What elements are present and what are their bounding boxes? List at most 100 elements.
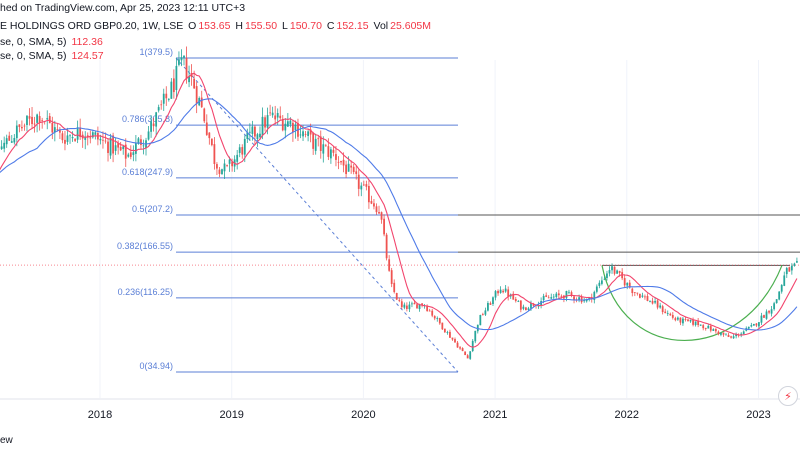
- candle-body: [421, 303, 423, 306]
- candle-body: [13, 137, 16, 143]
- candle-body: [127, 154, 130, 157]
- candle-body: [307, 131, 310, 137]
- candle-body: [400, 301, 403, 308]
- candle-body: [256, 134, 259, 139]
- candle-body: [507, 289, 510, 297]
- time-axis: 2018 2019 2020 2021 2022 2023: [0, 398, 800, 421]
- candle-body: [436, 318, 439, 319]
- candle-body: [461, 348, 464, 352]
- candle-body: [492, 297, 494, 304]
- ma-slow-value: 124.57: [71, 50, 104, 62]
- candle-body: [210, 138, 213, 146]
- candle-body: [570, 292, 573, 296]
- candle-body: [676, 317, 679, 320]
- candle-body: [337, 161, 340, 163]
- ma-fast-legend[interactable]: se, 0, SMA, 5) 112.36: [0, 36, 105, 48]
- candle-body: [269, 112, 272, 114]
- candle-body: [375, 206, 378, 213]
- candle-body: [38, 116, 41, 123]
- candle-body: [185, 58, 188, 80]
- candle-body: [259, 133, 261, 138]
- candle-body: [355, 171, 358, 174]
- candle-body: [411, 303, 413, 305]
- horizontal-levels[interactable]: [0, 214, 800, 266]
- candle-body: [51, 123, 54, 133]
- candle-body: [61, 133, 64, 141]
- candle-body: [441, 322, 444, 330]
- candle-body: [514, 298, 517, 302]
- candle-body: [765, 311, 768, 319]
- candle-body: [175, 65, 178, 91]
- candle-body: [628, 282, 631, 288]
- volume-label: Vol: [373, 20, 389, 32]
- symbol-line: E HOLDINGS ORD GBP0.20, 1W, LSE O 153.65 …: [0, 20, 433, 32]
- candle-body: [750, 325, 753, 327]
- candle-body: [649, 301, 651, 302]
- candle-body: [727, 334, 730, 338]
- published-text: hed on TradingView.com, Apr 25, 2023 12:…: [0, 2, 246, 14]
- candle-body: [109, 137, 112, 156]
- ma-slow-legend[interactable]: se, 0, SMA, 5) 124.57: [0, 50, 106, 62]
- candle-body: [352, 166, 355, 172]
- fib-label-0.786: 0.786(305.8): [122, 114, 173, 124]
- candle-body: [502, 290, 505, 293]
- candle-body: [428, 310, 431, 312]
- candle-body: [360, 185, 363, 190]
- candle-body: [547, 297, 550, 299]
- candle-body: [770, 309, 773, 314]
- candle-body: [188, 76, 190, 83]
- candle-body: [64, 139, 66, 144]
- candle-body: [593, 291, 596, 301]
- candle-body: [10, 141, 13, 143]
- candle-body: [459, 347, 461, 349]
- candle-body: [755, 323, 758, 326]
- candle-body: [216, 164, 218, 169]
- close-label: C: [326, 20, 335, 32]
- candle-body: [264, 117, 266, 128]
- candle-body: [89, 137, 92, 139]
- candle-body: [714, 328, 717, 332]
- candle-body: [656, 300, 659, 308]
- candle-body: [469, 351, 472, 359]
- candle-body: [712, 329, 715, 331]
- candle-body: [21, 126, 23, 129]
- close-value: 152.15: [336, 20, 369, 32]
- candle-body: [134, 142, 137, 154]
- candle-body: [8, 135, 11, 141]
- candle-body: [15, 125, 18, 139]
- candle-body: [758, 322, 760, 327]
- candle-body: [433, 316, 436, 319]
- candle-body: [18, 124, 21, 128]
- candle-body: [294, 124, 297, 131]
- fib-label-0.618: 0.618(247.9): [122, 167, 173, 177]
- candle-body: [489, 303, 492, 305]
- fib-label-0: 0(34.94): [139, 361, 173, 371]
- candle-body: [613, 266, 616, 274]
- candle-body: [497, 290, 499, 294]
- candle-body: [56, 129, 59, 131]
- fibonacci-retracement[interactable]: 1(379.5) 0.786(305.8) 0.618(247.9) 0.5(207.…: [117, 47, 459, 373]
- candle-body: [783, 275, 786, 286]
- candle-body: [790, 265, 793, 271]
- candle-body: [357, 174, 360, 189]
- lightning-icon[interactable]: ⚡: [778, 386, 798, 406]
- open-label: O: [188, 20, 197, 32]
- candle-body: [76, 127, 79, 140]
- candle-body: [456, 342, 459, 348]
- candle-body: [717, 331, 720, 335]
- candle-body: [172, 78, 175, 93]
- candle-body: [102, 139, 104, 141]
- candle-body: [383, 218, 385, 235]
- candle-body: [573, 296, 575, 300]
- candle-body: [150, 121, 152, 132]
- candle-body: [550, 297, 553, 299]
- ma-fast-line: [0, 72, 798, 348]
- candle-body: [578, 297, 581, 300]
- candle-body: [385, 234, 388, 259]
- candle-body: [684, 319, 687, 320]
- candle-body: [241, 147, 244, 155]
- cup-pattern-curve[interactable]: [601, 265, 783, 341]
- candle-body: [180, 57, 183, 61]
- candle-body: [365, 184, 368, 187]
